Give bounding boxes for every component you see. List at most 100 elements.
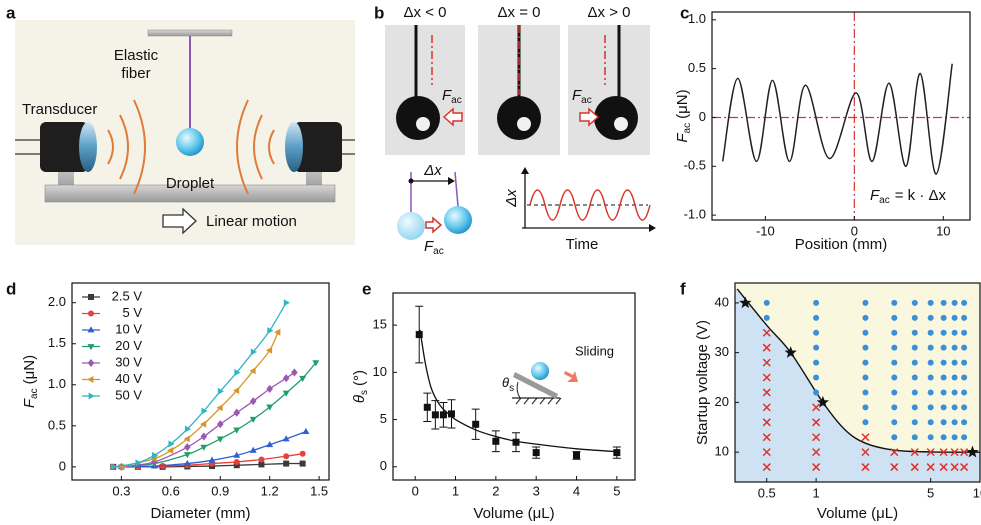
panel-label: f [680, 279, 686, 298]
fiber-label: fiber [121, 65, 150, 82]
angle-arc [516, 381, 521, 399]
success-point [951, 329, 958, 336]
success-point [927, 389, 934, 396]
label-subscript: ac [682, 123, 693, 134]
displacement-label: Δx [503, 189, 520, 208]
data-point [265, 346, 273, 354]
failure-point [762, 418, 771, 427]
success-point [911, 314, 918, 321]
arrow-head [521, 167, 529, 174]
setup-schematic: Elastic fiber Transducer Droplet Linear … [15, 20, 355, 245]
success-point [891, 329, 898, 336]
force-symbol: F [424, 238, 434, 255]
wave [268, 129, 275, 165]
failure-point [762, 403, 771, 412]
data-point [233, 458, 240, 465]
failure-point [812, 463, 821, 472]
data-point [87, 358, 95, 368]
failure-point [762, 463, 771, 472]
data-point [266, 440, 274, 448]
success-point [951, 389, 958, 396]
data-point [201, 407, 208, 415]
data-point [249, 416, 257, 424]
failure-point [861, 463, 870, 472]
success-point [961, 299, 968, 306]
data-point [110, 463, 117, 471]
panel-label: a [6, 3, 16, 22]
success-point [951, 404, 958, 411]
y-axis-label: Startup voltage (V) [694, 320, 711, 445]
success-point [813, 359, 820, 366]
data-point [472, 420, 480, 428]
data-point [87, 326, 95, 333]
oscillation-sketch [529, 189, 651, 221]
success-point [911, 404, 918, 411]
data-point [312, 360, 320, 367]
panel-label: c [680, 3, 689, 22]
wave [119, 114, 129, 180]
data-point [447, 410, 455, 418]
failure-point [890, 448, 899, 457]
success-point [891, 389, 898, 396]
force-arrow [425, 216, 443, 234]
plot-frame [734, 282, 981, 483]
data-point [613, 449, 621, 457]
label-subscript: ac [879, 195, 890, 206]
x-tick-label: 0.3 [112, 483, 130, 498]
force-label: Fac [424, 238, 444, 257]
failure-point [762, 358, 771, 367]
success-point [927, 434, 934, 441]
failure-point [762, 388, 771, 397]
y-tick-label: -1.0 [684, 207, 706, 222]
y-tick-label: 1.5 [48, 335, 66, 350]
label-subscript: s [359, 390, 370, 395]
data-point [87, 344, 95, 351]
fit-line [121, 371, 295, 468]
failure-point [950, 448, 959, 457]
droplet [397, 212, 425, 240]
force-symbol: F [442, 87, 452, 104]
failure-point [861, 448, 870, 457]
y-tick-label: -0.5 [684, 158, 706, 173]
failure-point [762, 373, 771, 382]
label-text: = k · Δx [895, 187, 947, 204]
voltage-volume-plot: 0.5 1 5 10 10 20 30 40 Volume (μL) Startup voltag… [694, 282, 981, 522]
fiber-label: Elastic [114, 47, 159, 64]
legend-label: 2.5 V [112, 288, 143, 303]
data-point [258, 456, 265, 463]
panel-label: e [362, 279, 371, 298]
y-tick-label: 0.5 [688, 60, 706, 75]
data-point [299, 460, 306, 467]
failure-point [812, 448, 821, 457]
failure-point [950, 463, 959, 472]
success-point [951, 374, 958, 381]
force-subscript: ac [433, 246, 444, 257]
arrow-tail [408, 178, 414, 184]
legend-label: 30 V [115, 354, 142, 369]
data-point [200, 432, 208, 441]
data-point [200, 444, 208, 451]
label-subscript: ac [29, 388, 40, 399]
success-point [862, 404, 869, 411]
success-point [891, 434, 898, 441]
data-point [423, 403, 431, 411]
data-point [250, 348, 257, 356]
force-label: Fac [442, 87, 462, 106]
failure-point [926, 463, 935, 472]
force-arrow [442, 107, 463, 127]
highlight [614, 117, 628, 131]
success-point [911, 389, 918, 396]
data-point [249, 397, 257, 406]
failure-point [960, 448, 969, 457]
x-tick-label: 1 [452, 483, 459, 498]
x-tick-label: 4 [573, 483, 580, 498]
tilted-plate [513, 372, 558, 399]
force-label: Fac [572, 87, 592, 106]
legend-label: 5 V [122, 305, 142, 320]
panel-label: b [374, 3, 384, 22]
success-point [862, 344, 869, 351]
success-point [961, 389, 968, 396]
failure-point [910, 448, 919, 457]
success-point [911, 374, 918, 381]
y-tick-label: 1.0 [688, 11, 706, 26]
